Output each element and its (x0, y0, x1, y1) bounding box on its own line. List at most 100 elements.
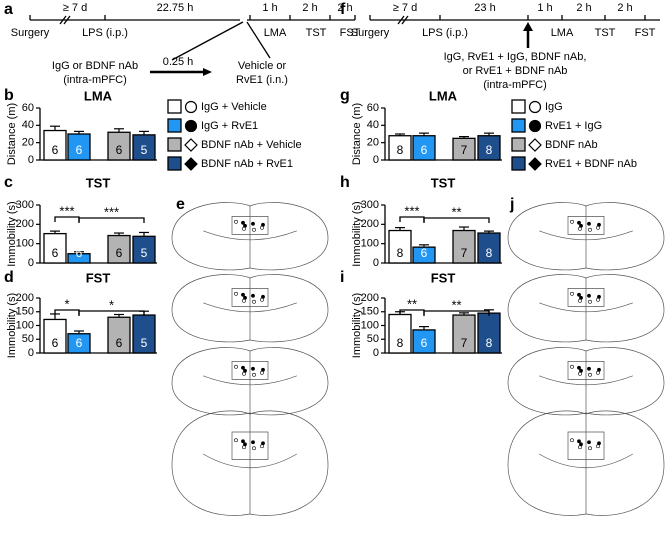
y-tick-label: 0 (28, 154, 34, 166)
y-tick-label: 0 (373, 347, 379, 359)
bar (43, 129, 67, 161)
significance-bracket (78, 310, 145, 316)
panel-letter: i (340, 269, 344, 286)
significance-label: *** (404, 203, 419, 218)
legend-swatch (167, 156, 182, 171)
y-tick-label: 100 (361, 238, 379, 250)
chart-title: FST (431, 270, 456, 285)
injection-site (234, 438, 238, 443)
injection-site (588, 227, 592, 232)
interval: 1 h (537, 2, 552, 14)
injection-site (570, 291, 574, 296)
bar (107, 234, 131, 264)
significance-label: ** (451, 204, 461, 219)
brain-midline (539, 206, 633, 268)
brain-midline (203, 351, 297, 413)
event: Surgery (11, 27, 50, 39)
n-label: 6 (116, 246, 123, 260)
n-label: 6 (52, 336, 59, 350)
y-tick-label: 300 (16, 199, 34, 211)
significance-label: * (109, 297, 114, 312)
y-tick-label: 100 (16, 319, 34, 331)
significance-label: *** (59, 203, 74, 218)
chart-title: TST (86, 175, 111, 190)
event: LMA (551, 27, 574, 39)
bar (43, 318, 67, 354)
bar (412, 329, 436, 354)
n-label: 6 (421, 143, 428, 157)
treatment: IgG or BDNF nAb (52, 60, 138, 72)
n-label: 8 (486, 246, 493, 260)
injection-site (260, 370, 264, 375)
y-tick-label: 20 (22, 137, 34, 149)
chart-title: LMA (429, 88, 458, 103)
timeline-a: ≥ 7 d 22.75 h 1 h 2 h 2 h Surgery LPS (i… (11, 2, 361, 86)
chart-title: TST (431, 175, 456, 190)
injection-site (260, 444, 264, 449)
y-axis-label: Immobility (s) (351, 293, 363, 358)
brain-midline (539, 278, 633, 340)
injection-site (234, 219, 238, 224)
brain-midline (539, 351, 633, 413)
legend-marker (528, 119, 542, 133)
n-label: 6 (76, 246, 83, 260)
injection-site (578, 298, 582, 303)
injection-site (578, 371, 582, 376)
interval: 2 h (302, 2, 317, 14)
panel-letter: d (4, 269, 14, 286)
legend-label: BDNF nAb + Vehicle (201, 139, 302, 151)
timeline-f: ≥ 7 d 23 h 1 h 2 h 2 h Surgery LPS (i.p.… (351, 2, 660, 91)
y-axis-label: Distance (m) (351, 103, 363, 165)
bar (107, 131, 131, 161)
injection-site (252, 227, 256, 232)
bar (452, 137, 476, 161)
bar (67, 253, 91, 264)
injection-site (588, 299, 592, 304)
injection-site (252, 446, 256, 451)
timeline-axis (29, 15, 356, 25)
injection-site (577, 365, 581, 370)
n-label: 6 (421, 246, 428, 260)
legend-marker (184, 100, 198, 114)
injection-site (577, 292, 581, 297)
bar (477, 232, 501, 264)
n-label: 6 (421, 336, 428, 350)
arrow-head (203, 68, 212, 76)
injection-site (234, 364, 238, 369)
significance-label: ** (407, 296, 417, 311)
interval: 2 h (576, 2, 591, 14)
event: TST (306, 27, 327, 39)
y-tick-label: 100 (361, 319, 379, 331)
n-label: 5 (141, 143, 148, 157)
branch (171, 21, 271, 61)
treatment: or RvE1 + BDNF nAb (463, 65, 568, 77)
n-label: 6 (116, 143, 123, 157)
injection-site (587, 366, 591, 371)
interval: 2 h (617, 2, 632, 14)
y-tick-label: 60 (22, 102, 34, 114)
bar (477, 135, 501, 161)
y-tick-label: 300 (361, 199, 379, 211)
legend-swatch (511, 99, 526, 114)
bar (412, 246, 436, 264)
injection-site (242, 445, 246, 450)
injection-site (588, 372, 592, 377)
injection-site (596, 225, 600, 230)
brain-sections (171, 202, 665, 516)
event: LPS (i.p.) (422, 27, 468, 39)
y-axis-label: Immobility (s) (351, 201, 363, 266)
injection-site (570, 438, 574, 443)
chart-title: LMA (84, 88, 113, 103)
legend-swatch (511, 137, 526, 152)
n-label: 6 (76, 143, 83, 157)
significance-label: ** (451, 297, 461, 312)
brain-midline (539, 414, 633, 514)
legend-swatch (167, 99, 182, 114)
bar (67, 333, 91, 354)
n-label: 5 (141, 336, 148, 350)
panel-letter: a (4, 1, 13, 18)
panel-letter: e (176, 196, 185, 213)
treatment: Vehicle or (238, 60, 287, 72)
y-tick-label: 100 (16, 238, 34, 250)
injection-site (260, 225, 264, 230)
